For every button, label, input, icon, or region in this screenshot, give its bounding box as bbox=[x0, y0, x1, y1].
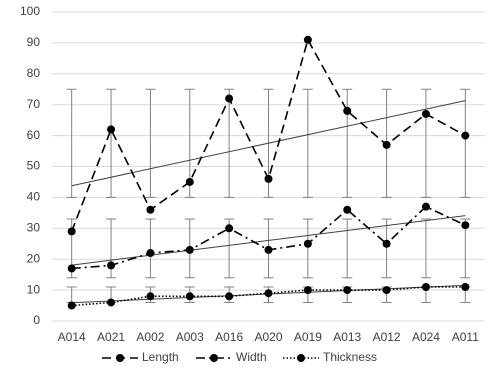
data-point bbox=[185, 177, 194, 186]
data-point bbox=[421, 202, 430, 211]
data-point bbox=[461, 221, 470, 230]
data-point bbox=[146, 205, 155, 214]
x-tick-label: A020 bbox=[254, 330, 282, 344]
data-point bbox=[303, 286, 312, 295]
legend-label: Width bbox=[236, 350, 267, 364]
x-tick-label: A013 bbox=[333, 330, 361, 344]
x-tick-label: A016 bbox=[215, 330, 243, 344]
data-point bbox=[461, 131, 470, 140]
x-tick-label: A012 bbox=[373, 330, 401, 344]
legend-label: Thickness bbox=[323, 350, 377, 364]
y-tick-label: 60 bbox=[27, 128, 41, 142]
data-point bbox=[303, 239, 312, 248]
data-point bbox=[225, 224, 234, 233]
x-tick-label: A002 bbox=[136, 330, 164, 344]
data-point bbox=[303, 35, 312, 44]
legend-marker bbox=[297, 354, 305, 362]
error-bar bbox=[302, 88, 313, 198]
data-point bbox=[185, 292, 194, 301]
data-point bbox=[67, 264, 76, 273]
error-bar bbox=[420, 88, 431, 198]
data-point bbox=[343, 106, 352, 115]
data-point bbox=[382, 286, 391, 295]
x-tick-label: A003 bbox=[176, 330, 204, 344]
error-bar bbox=[224, 88, 235, 198]
error-bar bbox=[381, 218, 392, 279]
data-point bbox=[421, 283, 430, 292]
error-bar bbox=[145, 88, 156, 198]
y-tick-label: 40 bbox=[27, 190, 41, 204]
data-point bbox=[382, 140, 391, 149]
y-tick-label: 10 bbox=[27, 282, 41, 296]
data-point bbox=[67, 227, 76, 236]
y-tick-label: 100 bbox=[20, 4, 40, 18]
data-point bbox=[225, 292, 234, 301]
error-bar bbox=[420, 218, 431, 279]
y-tick-label: 30 bbox=[27, 220, 41, 234]
y-tick-label: 0 bbox=[33, 313, 40, 327]
error-bar bbox=[460, 88, 471, 198]
y-tick-label: 20 bbox=[27, 251, 41, 265]
data-point bbox=[67, 301, 76, 310]
data-point bbox=[382, 239, 391, 248]
data-point bbox=[107, 125, 116, 134]
data-point bbox=[343, 286, 352, 295]
x-tick-label: A021 bbox=[97, 330, 125, 344]
y-tick-label: 70 bbox=[27, 97, 41, 111]
data-point bbox=[264, 245, 273, 254]
data-point bbox=[461, 283, 470, 292]
legend-label: Length bbox=[142, 350, 179, 364]
data-point bbox=[107, 298, 116, 307]
y-tick-label: 90 bbox=[27, 35, 41, 49]
legend-marker bbox=[116, 354, 124, 362]
error-bar bbox=[106, 88, 117, 198]
data-point bbox=[264, 174, 273, 183]
x-tick-label: A011 bbox=[452, 330, 479, 344]
data-point bbox=[421, 109, 430, 118]
y-tick-label: 50 bbox=[27, 159, 41, 173]
data-point bbox=[264, 289, 273, 298]
error-bar bbox=[302, 218, 313, 279]
trendline bbox=[71, 100, 466, 187]
x-tick-label: A024 bbox=[412, 330, 440, 344]
error-bar bbox=[342, 218, 353, 279]
x-tick-label: A019 bbox=[294, 330, 322, 344]
error-bar bbox=[66, 286, 77, 303]
data-point bbox=[343, 205, 352, 214]
trendline bbox=[71, 215, 466, 266]
data-point bbox=[185, 245, 194, 254]
data-point bbox=[107, 261, 116, 270]
x-tick-label: A014 bbox=[58, 330, 86, 344]
legend-marker bbox=[210, 354, 218, 362]
y-tick-label: 80 bbox=[27, 66, 41, 80]
data-point bbox=[225, 94, 234, 103]
data-point bbox=[146, 292, 155, 301]
data-point bbox=[146, 249, 155, 258]
error-bar bbox=[66, 88, 77, 198]
error-bar bbox=[145, 218, 156, 279]
